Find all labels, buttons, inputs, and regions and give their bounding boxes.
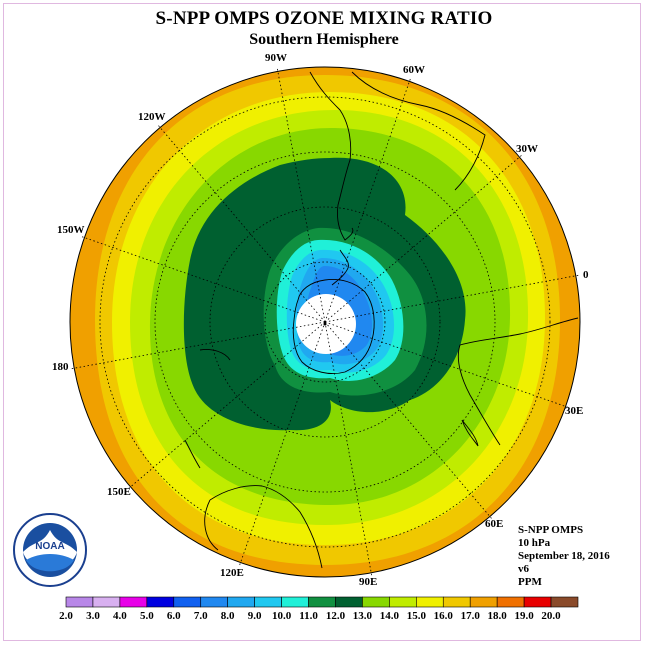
coastlines: [184, 71, 579, 569]
color-bar-label: 11.0: [299, 610, 318, 622]
color-bar-swatch: [496, 596, 525, 608]
lon-label-90w: 90W: [265, 52, 287, 64]
lon-label-0: 0: [583, 269, 589, 281]
lon-label-120w: 120W: [138, 111, 166, 123]
color-bar-label: 5.0: [140, 610, 154, 622]
color-bar-label: 13.0: [353, 610, 373, 622]
lon-label-120e: 120E: [220, 567, 244, 579]
map-title: S-NPP OMPS OZONE MIXING RATIO: [155, 8, 493, 29]
lon-label-60e: 60E: [485, 518, 503, 530]
color-bar-swatch: [200, 596, 228, 608]
color-bar-label: 18.0: [488, 610, 508, 622]
map-boundary: [69, 66, 581, 578]
color-bar-swatch: [65, 596, 94, 608]
lon-label-60w: 60W: [403, 64, 425, 76]
color-bar-swatch: [416, 596, 444, 608]
longitude-labels: 90W 60W 30W 0 30E 60E 90E 120E 150E 180 …: [52, 52, 589, 588]
color-bar-swatch: [146, 596, 175, 608]
south-pole-marker: [323, 322, 327, 326]
noaa-logo-text: NOAA: [35, 541, 64, 552]
info-date: September 18, 2016: [518, 550, 610, 562]
noaa-logo: NOAA: [13, 513, 87, 587]
figure-frame: [3, 3, 641, 641]
info-units: PPM: [518, 576, 542, 588]
color-bar-swatch: [469, 596, 498, 608]
color-bar-label: 10.0: [272, 610, 292, 622]
lon-label-30e: 30E: [565, 405, 583, 417]
color-bar-swatch: [92, 596, 121, 608]
color-bar-label: 2.0: [59, 610, 73, 622]
color-bar-swatch: [173, 596, 202, 608]
lon-label-90e: 90E: [359, 576, 377, 588]
color-bar-label: 12.0: [326, 610, 346, 622]
color-bar-swatch: [362, 596, 390, 608]
graticule: [69, 66, 581, 578]
color-bar-label: 7.0: [194, 610, 208, 622]
color-bar-swatch: [308, 596, 336, 608]
color-bar-swatch: [227, 596, 255, 608]
color-bar-swatch: [281, 596, 309, 608]
color-bar-label: 8.0: [221, 610, 235, 622]
lon-label-30w: 30W: [516, 143, 538, 155]
info-panel: S-NPP OMPS 10 hPa September 18, 2016 v6 …: [518, 524, 610, 589]
color-bar-label: 19.0: [514, 610, 534, 622]
info-instrument: S-NPP OMPS: [518, 524, 584, 536]
color-bar-label: 16.0: [434, 610, 454, 622]
color-bar-swatch: [335, 596, 363, 608]
color-bar: 2.0 3.0 4.0 5.0 6.0 7.0 8.0 9.0 10.0 11.0 12.0 13.0…: [59, 596, 579, 622]
color-bar-swatch: [550, 596, 579, 608]
color-bar-label: 15.0: [407, 610, 427, 622]
color-bar-label: 6.0: [167, 610, 181, 622]
color-bar-swatch: [442, 596, 471, 608]
color-bar-label: 20.0: [541, 610, 561, 622]
color-bar-label: 17.0: [461, 610, 481, 622]
lon-label-150e: 150E: [107, 486, 131, 498]
info-version: v6: [518, 563, 529, 575]
color-bar-label: 4.0: [113, 610, 127, 622]
color-bar-swatch: [119, 596, 148, 608]
color-bar-label: 9.0: [248, 610, 262, 622]
color-bar-swatch: [523, 596, 552, 608]
color-bar-swatch: [254, 596, 282, 608]
color-bar-swatch: [389, 596, 417, 608]
color-bar-label: 3.0: [86, 610, 100, 622]
ozone-contour-field: [70, 67, 580, 577]
lon-label-180: 180: [52, 361, 69, 373]
color-bar-label: 14.0: [380, 610, 400, 622]
info-level: 10 hPa: [518, 537, 551, 549]
lon-label-150w: 150W: [57, 224, 85, 236]
map-subtitle: Southern Hemisphere: [249, 31, 399, 48]
